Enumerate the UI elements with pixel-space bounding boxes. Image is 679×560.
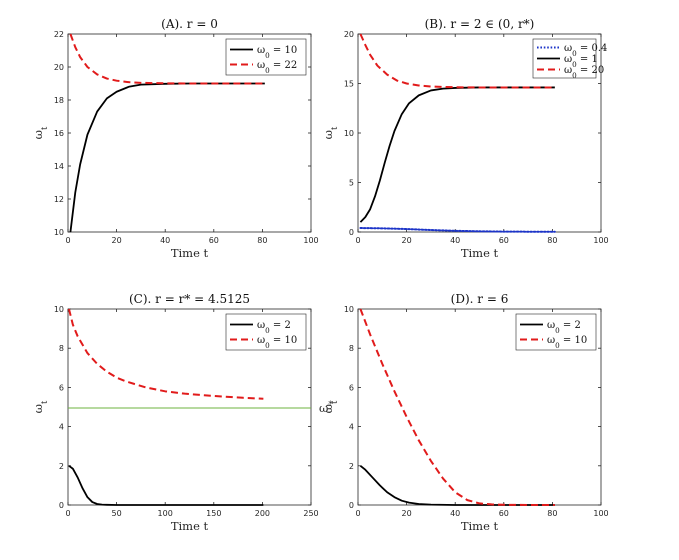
series-line (359, 227, 556, 233)
legend: ω0 = 2ω0 = 10 (515, 313, 597, 351)
y-tick-label: 20 (54, 63, 64, 72)
y-tick-label: 16 (54, 129, 64, 138)
y-tick-label: 22 (54, 30, 64, 39)
x-tick-label: 0 (355, 509, 360, 518)
series-line (359, 33, 555, 89)
legend: ω0 = 0.4ω0 = 1ω0 = 20 (532, 38, 607, 80)
x-tick-label: 80 (547, 236, 557, 245)
y-tick-label: 15 (344, 80, 354, 89)
x-tick-label: 40 (450, 509, 460, 518)
y-tick-label: 10 (344, 305, 354, 314)
x-tick-label: 80 (257, 236, 267, 245)
y-tick-label: 18 (54, 96, 64, 105)
y-tick-label: 8 (349, 344, 354, 353)
legend: ω0 = 2ω0 = 10 (225, 313, 307, 351)
legend-box (225, 313, 307, 351)
y-axis-label: ωt (31, 400, 49, 413)
chart-title: (C). r = r* = 4.5125 (129, 292, 250, 306)
y-tick-label: 0 (59, 501, 64, 510)
chart-title: (D). r = 6 (451, 292, 509, 306)
y-tick-label: 4 (59, 423, 64, 432)
x-tick-label: 150 (206, 509, 221, 518)
x-tick-label: 100 (158, 509, 173, 518)
y-tick-label: 2 (349, 462, 354, 471)
series-line (69, 33, 265, 85)
x-tick-label: 50 (112, 509, 122, 518)
y-axis-label: ωt (321, 126, 339, 139)
y-tick-label: 8 (59, 344, 64, 353)
x-tick-label: 0 (65, 236, 70, 245)
y-axis-label: ωt (31, 126, 49, 139)
x-tick-label: 250 (303, 509, 318, 518)
series-line (67, 308, 264, 400)
x-tick-label: 60 (499, 236, 509, 245)
chart-panel-3: 0 50 100 150 200 250 0 2 4 6 8 10 (C). r = r* = 4.51… (31, 292, 333, 533)
x-tick-label: 0 (355, 236, 360, 245)
x-tick-label: 20 (402, 509, 412, 518)
series-line (69, 82, 265, 233)
chart-title: (A). r = 0 (161, 17, 218, 31)
legend-box (225, 38, 307, 76)
y-tick-label: 12 (54, 195, 64, 204)
x-tick-label: 60 (209, 236, 219, 245)
chart-title: (B). r = 2 ∈ (0, r*) (425, 17, 535, 31)
series-line (68, 465, 264, 506)
x-tick-label: 100 (593, 509, 608, 518)
y-tick-label: 14 (54, 162, 64, 171)
x-tick-label: 60 (499, 509, 509, 518)
x-tick-label: 80 (547, 509, 557, 518)
chart-panel-2: 0 20 40 60 80 100 0 5 10 15 20 (B). r = 2 ∈ (0, r*)… (321, 17, 609, 260)
x-axis-label: Time t (461, 519, 499, 533)
y-tick-label: 2 (59, 462, 64, 471)
x-tick-label: 40 (450, 236, 460, 245)
y-tick-label: 0 (349, 228, 354, 237)
x-tick-label: 20 (112, 236, 122, 245)
y-tick-label: 20 (344, 30, 354, 39)
x-tick-label: 100 (593, 236, 608, 245)
chart-panel-1: 0 20 40 60 80 100 10 12 14 16 18 20 22 (A). r = 0 Time… (31, 17, 319, 260)
y-tick-label: 10 (54, 228, 64, 237)
y-tick-label: 10 (344, 129, 354, 138)
y-tick-label: 4 (349, 423, 354, 432)
y-tick-label: 6 (349, 383, 354, 392)
series-line (359, 308, 555, 506)
x-tick-label: 200 (255, 509, 270, 518)
x-axis-label: Time t (171, 519, 209, 533)
y-tick-label: 10 (54, 305, 64, 314)
x-axis-label: Time t (461, 246, 499, 260)
y-tick-label: 6 (59, 383, 64, 392)
x-tick-label: 40 (160, 236, 170, 245)
x-tick-label: 100 (303, 236, 318, 245)
y-tick-label: 5 (349, 179, 354, 188)
series-line (359, 465, 555, 506)
y-tick-label: 0 (349, 501, 354, 510)
x-axis-label: Time t (171, 246, 209, 260)
x-tick-label: 0 (65, 509, 70, 518)
legend-box (515, 313, 597, 351)
x-tick-label: 20 (402, 236, 412, 245)
